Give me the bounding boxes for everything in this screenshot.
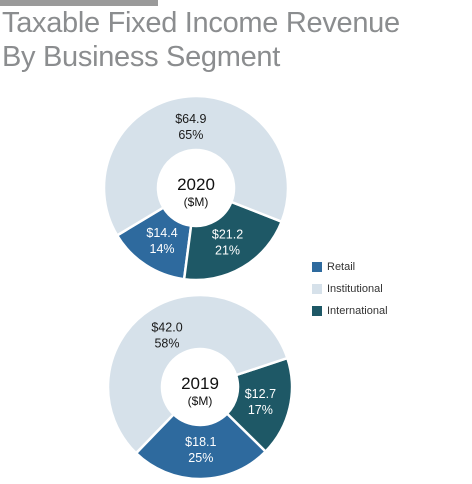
slice-2019-international-percent-label: 17% <box>248 403 273 417</box>
chart-title-line-2: By Business Segment <box>2 41 280 73</box>
legend: Retail Institutional International <box>312 256 388 322</box>
slice-2019-retail <box>134 411 268 481</box>
slice-2020-institutional-value-label: $64.9 <box>175 112 206 126</box>
legend-item-international: International <box>312 300 388 322</box>
donut-center-year-2020: 2020 <box>177 175 215 194</box>
legend-item-retail: Retail <box>312 256 388 278</box>
slice-2019-institutional <box>106 293 289 455</box>
donut-center-unit-2019: ($M) <box>188 394 213 408</box>
legend-label-international: International <box>327 305 388 317</box>
donut-center-year-2019: 2019 <box>181 374 219 393</box>
slice-2020-international-value-label: $21.2 <box>212 227 243 241</box>
slice-2020-international-percent-label: 21% <box>215 243 240 257</box>
donut-center-unit-2020: ($M) <box>184 195 209 209</box>
chart-title-line-1: Taxable Fixed Income Revenue <box>2 7 400 39</box>
title-accent-bar <box>0 0 158 6</box>
slice-2020-institutional <box>102 94 290 238</box>
slice-2020-institutional-percent-label: 65% <box>178 128 203 142</box>
slice-2020-retail-value-label: $14.4 <box>146 226 177 240</box>
slice-2019-institutional-percent-label: 58% <box>154 337 179 351</box>
chart-title: Taxable Fixed Income Revenue By Business… <box>2 6 400 74</box>
legend-label-retail: Retail <box>327 261 356 273</box>
legend-swatch-retail <box>312 262 322 272</box>
slice-2019-institutional-value-label: $42.0 <box>151 321 182 335</box>
legend-item-institutional: Institutional <box>312 278 388 300</box>
slice-2020-international <box>182 200 284 282</box>
slice-2019-international-value-label: $12.7 <box>245 387 276 401</box>
legend-swatch-institutional <box>312 284 322 294</box>
legend-swatch-international <box>312 306 322 316</box>
slice-2019-retail-value-label: $18.1 <box>185 435 216 449</box>
legend-label-institutional: Institutional <box>327 283 383 295</box>
slice-2020-retail-percent-label: 14% <box>150 242 175 256</box>
slice-2019-retail-percent-label: 25% <box>188 451 213 465</box>
